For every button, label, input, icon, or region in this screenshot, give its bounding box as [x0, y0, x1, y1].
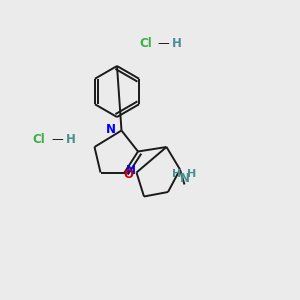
Text: —: — [158, 37, 169, 50]
Text: Cl: Cl [33, 133, 45, 146]
Text: Cl: Cl [139, 37, 152, 50]
Text: —: — [51, 133, 63, 146]
Text: H: H [188, 169, 196, 179]
Text: N: N [179, 172, 190, 185]
Text: N: N [106, 122, 116, 136]
Text: H: H [172, 37, 182, 50]
Text: N: N [126, 164, 136, 178]
Text: H: H [66, 133, 75, 146]
Text: H: H [172, 169, 182, 179]
Text: O: O [124, 167, 134, 181]
